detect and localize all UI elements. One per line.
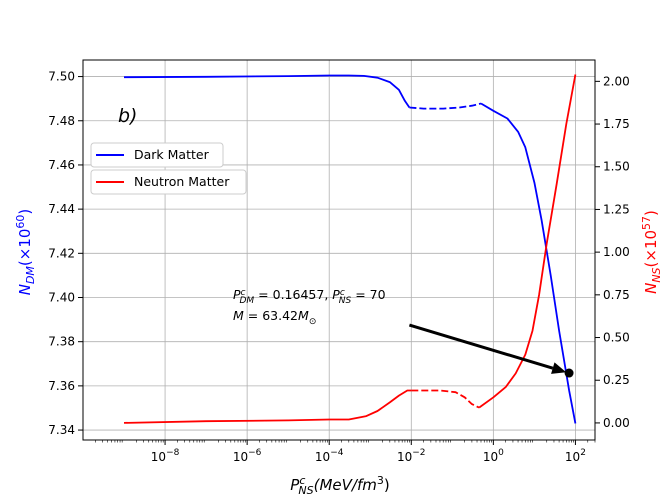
- legend-label-dark-matter: Dark Matter: [134, 147, 210, 162]
- plot-frame: [82, 59, 596, 441]
- legend-label-neutron-matter: Neutron Matter: [134, 174, 230, 189]
- panel-label: b): [118, 105, 137, 127]
- left-y-tick-label: 7.50: [48, 70, 75, 84]
- series-neutron-matter-segment-2: [478, 74, 577, 409]
- right-y-tick-label: 0.00: [603, 416, 630, 430]
- series-dark-matter-segment-2: [480, 102, 577, 424]
- right-y-tick-label: 1.25: [603, 202, 630, 216]
- left-y-tick-label: 7.48: [48, 114, 75, 128]
- series-neutron-matter-segment-1: [411, 389, 480, 409]
- annotation-arrow: [408, 323, 554, 370]
- annotation-line-2: M = 63.42M⊙: [233, 308, 316, 327]
- series-neutron-matter-segment-0: [123, 389, 412, 424]
- right-y-tick-label: 0.25: [603, 373, 630, 387]
- left-y-tick-label: 7.34: [48, 423, 75, 437]
- right-y-tick-label: 0.75: [603, 288, 630, 302]
- left-y-tick-label: 7.38: [48, 335, 75, 349]
- x-tick-label: 10−4: [315, 448, 344, 464]
- right-y-tick-label: 2.00: [603, 74, 630, 88]
- right-y-tick-label: 1.50: [603, 160, 630, 174]
- series-dark-matter-segment-1: [409, 102, 482, 110]
- series-lines: [123, 74, 577, 424]
- left-y-tick-label: 7.44: [48, 202, 75, 216]
- x-tick-label: 100: [483, 448, 504, 464]
- right-y-tick-label: 1.00: [603, 245, 630, 259]
- left-y-tick-label: 7.40: [48, 291, 75, 305]
- legend-box-neutron-matter: [90, 169, 247, 195]
- left-y-tick-label: 7.42: [48, 246, 75, 260]
- left-y-tick-label: 7.46: [48, 158, 75, 172]
- x-tick-label: 10−8: [151, 448, 180, 464]
- left-y-axis-ticks: 7.34 7.36 7.38 7.40 7.42 7.44 7.46 7.48 7.50: [48, 70, 83, 437]
- x-tick-label: 10−2: [397, 448, 426, 464]
- x-axis-label: Pc NS(MeV/fm3): [290, 474, 389, 496]
- legend: Dark Matter Neutron Matter: [90, 142, 247, 195]
- right-y-tick-label: 1.75: [603, 117, 630, 131]
- left-y-axis-label: NDM(×1060): [14, 209, 37, 296]
- annotation-marker-point: [564, 368, 574, 378]
- x-tick-label: 102: [565, 448, 586, 464]
- annotation: Pc DM = 0.16457, Pc NS = 70 M = 63.42M⊙: [233, 287, 574, 378]
- legend-box-dark-matter: [90, 142, 224, 168]
- right-y-axis-label: NNS(×1057): [640, 210, 660, 294]
- x-tick-label: 10−6: [233, 448, 262, 464]
- series-dark-matter-segment-0: [123, 74, 411, 109]
- right-y-axis-ticks: 0.00 0.25 0.50 0.75 1.00 1.25 1.50 1.75 2.00: [595, 74, 630, 430]
- right-y-tick-label: 0.50: [603, 331, 630, 345]
- annotation-arrow-head: [551, 362, 567, 374]
- annotation-line-1: Pc DM = 0.16457, Pc NS = 70: [233, 287, 386, 306]
- left-y-tick-label: 7.36: [48, 379, 75, 393]
- x-axis-ticks: 10−8 10−6 10−4 10−2 100 102: [95, 440, 596, 464]
